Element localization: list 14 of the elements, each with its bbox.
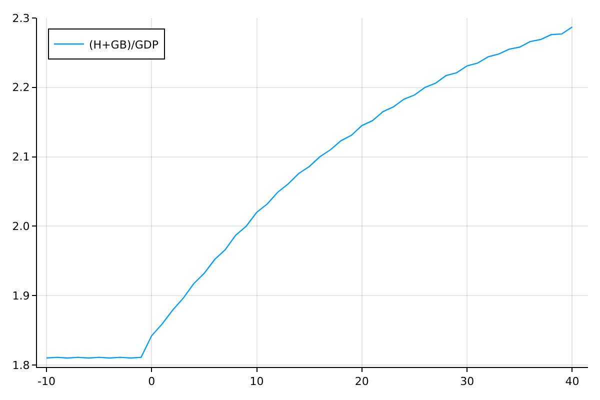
- x-tick-label: 20: [354, 375, 369, 388]
- x-tick-label: 40: [565, 375, 580, 388]
- y-tick-label: 2.1: [12, 150, 30, 164]
- y-tick-label: 2.2: [12, 81, 30, 94]
- y-tick-label: 2.3: [12, 12, 30, 25]
- line-series: [46, 26, 573, 359]
- y-tick-label: 1.8: [12, 358, 30, 372]
- y-tick-label: 1.9: [12, 289, 30, 302]
- x-tick-label: 30: [460, 375, 474, 388]
- x-tick-label: 10: [250, 375, 264, 388]
- y-tick-label: 2.0: [12, 220, 30, 233]
- x-tick-label: -10: [37, 375, 56, 388]
- legend-label: (H+GB)/GDP: [89, 38, 159, 52]
- x-tick-label: 0: [148, 375, 156, 388]
